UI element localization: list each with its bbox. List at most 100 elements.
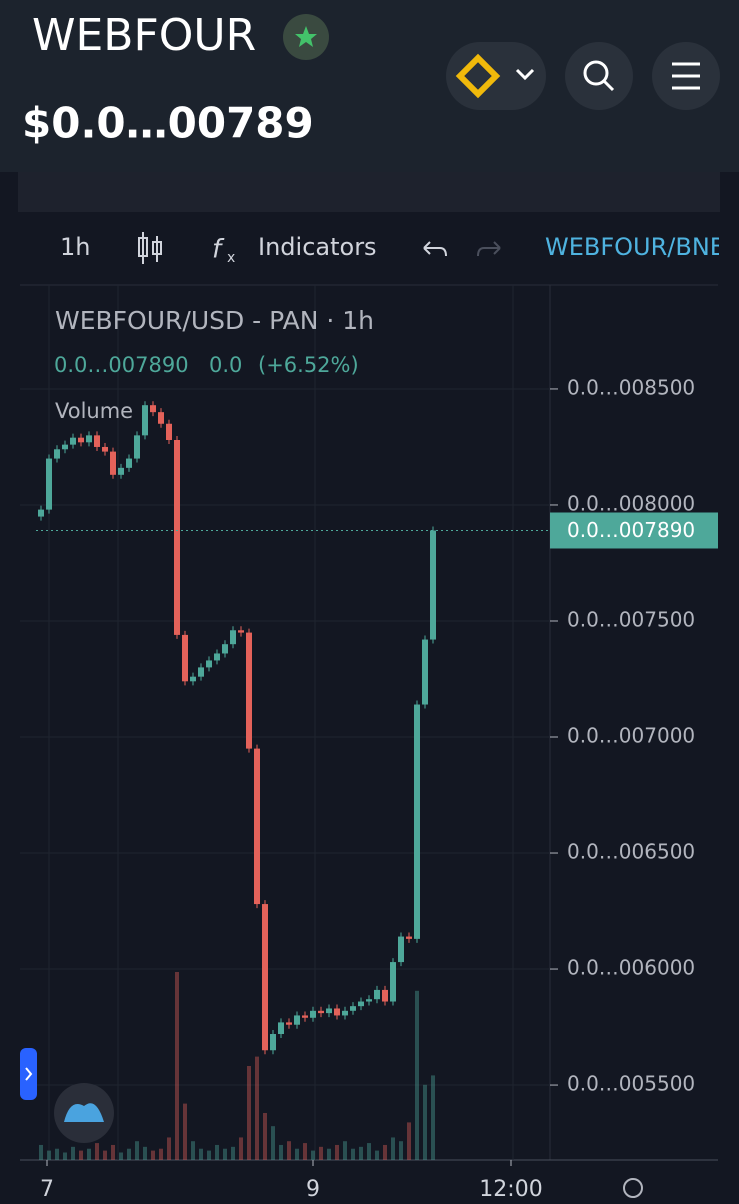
candle-body [398, 936, 404, 963]
volume-bar [183, 1103, 187, 1160]
volume-bar [279, 1144, 283, 1160]
search-button[interactable] [565, 42, 633, 110]
candle-body [350, 1006, 356, 1011]
last-price-label: 0.0…007890 [567, 518, 695, 542]
volume-bar [311, 1150, 315, 1160]
fx-icon-x: x [227, 250, 235, 266]
candle-body [318, 1010, 324, 1014]
candle-body [198, 667, 204, 677]
volume-bar [71, 1146, 75, 1160]
volume-bar [111, 1144, 115, 1160]
volume-bar [231, 1146, 235, 1160]
candle-body [374, 989, 380, 1000]
candle-body [182, 634, 188, 682]
volume-bar [207, 1150, 211, 1160]
candle-body [214, 653, 220, 661]
volume-bar [159, 1148, 163, 1160]
x-tick-label: 7 [40, 1177, 54, 1200]
candle-body [326, 1008, 332, 1014]
candle-body [230, 630, 236, 645]
volume-bar [343, 1141, 347, 1160]
volume-bar [407, 1122, 411, 1160]
y-tick-label: 0.0…008000 [567, 491, 695, 515]
candle-body [286, 1022, 292, 1025]
candle-body [430, 530, 436, 640]
volume-bar [247, 1066, 251, 1160]
volume-bar [167, 1137, 171, 1160]
y-tick-label: 0.0…006000 [567, 956, 695, 980]
candle-icon-body [152, 241, 162, 255]
legend-title: WEBFOUR/USD - PAN · 1h [55, 306, 374, 335]
volume-bar [127, 1148, 131, 1160]
volume-bar [375, 1150, 379, 1160]
candle-body [334, 1008, 340, 1016]
candle-body [278, 1022, 284, 1035]
candle-body [254, 748, 260, 905]
search-icon-handle [602, 79, 615, 92]
candle-body [206, 660, 212, 668]
undo-icon[interactable] [423, 241, 447, 257]
candle-body [86, 435, 92, 443]
volume-bar [327, 1148, 331, 1160]
volume-bar [255, 1056, 259, 1160]
volume-bar [383, 1144, 387, 1160]
volume-bar [239, 1137, 243, 1160]
candle-body [422, 639, 428, 705]
legend-volume: Volume [55, 399, 133, 423]
redo-icon[interactable] [477, 241, 501, 257]
volume-bar [367, 1143, 371, 1160]
indicators-button[interactable]: Indicators [258, 233, 377, 261]
candle-body [126, 458, 132, 468]
candle-body [366, 999, 372, 1002]
volume-bar [199, 1148, 203, 1160]
y-tick-label: 0.0…008500 [567, 375, 695, 399]
plot: 7 9 12:00 0.0…008500 0.0…008000 0.0…007500 0.0… [20, 285, 718, 1202]
bnb-icon [455, 53, 501, 99]
volume-bar [319, 1146, 323, 1160]
candle-body [174, 439, 180, 635]
side-tab[interactable] [20, 1048, 37, 1100]
volume-bar [135, 1141, 139, 1160]
volume-bar [295, 1148, 299, 1160]
candle-body [54, 449, 60, 459]
volume-bar [87, 1148, 91, 1160]
volume-bar [335, 1144, 339, 1160]
volume-bar [423, 1084, 427, 1160]
candle-body [94, 435, 100, 447]
panel-top [18, 172, 720, 212]
candle-body [134, 435, 140, 459]
candle-body [414, 704, 420, 939]
candle-body [158, 412, 164, 424]
volume-bar [391, 1137, 395, 1160]
volume-bar [415, 990, 419, 1160]
symbol-button[interactable]: WEBFOUR/BNB [545, 233, 726, 261]
volume-bar [119, 1152, 123, 1160]
volume-bar [223, 1148, 227, 1160]
candle-body [302, 1015, 308, 1018]
candle-body [382, 989, 388, 1002]
volume-bar [79, 1150, 83, 1160]
candle-body [62, 444, 68, 450]
candle-body [142, 405, 148, 436]
last-price-box [550, 512, 718, 549]
candle-body [78, 437, 84, 443]
x-tick-label: 12:00 [479, 1177, 542, 1200]
interval[interactable]: 1h [60, 233, 90, 261]
candle-body [222, 644, 228, 654]
search-icon [583, 60, 609, 86]
volume-bar [359, 1146, 363, 1160]
settings-icon[interactable] [623, 1178, 643, 1198]
candle-body [38, 509, 44, 517]
legend-change: 0.0 [209, 353, 242, 377]
volume-bar [39, 1144, 43, 1160]
logo-icon [64, 1103, 104, 1122]
y-tick-label: 0.0…006500 [567, 840, 695, 864]
legend-change-pct: (+6.52%) [258, 353, 359, 377]
chevron [515, 68, 535, 81]
candle-body [70, 437, 76, 445]
volume-bar [103, 1150, 107, 1160]
candle-body [358, 1001, 364, 1007]
volume-bar [151, 1150, 155, 1160]
volume-bar [431, 1075, 435, 1160]
